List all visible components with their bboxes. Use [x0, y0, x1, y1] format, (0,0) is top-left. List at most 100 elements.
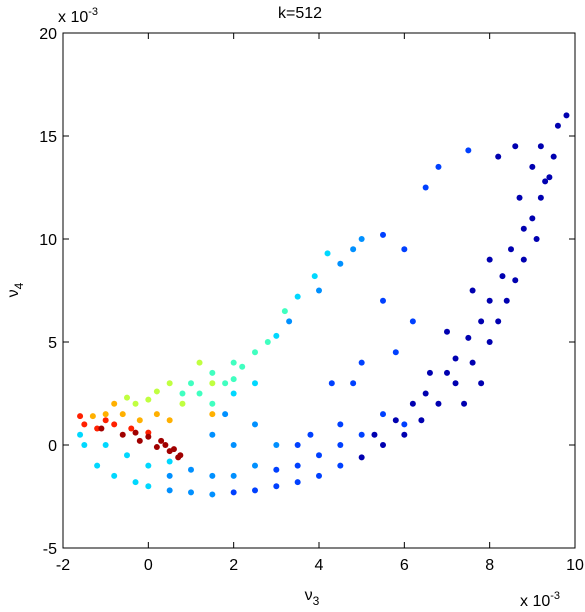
- x-tick-label: 0: [144, 557, 153, 574]
- scatter-point: [469, 359, 476, 366]
- scatter-point: [294, 442, 301, 448]
- scatter-point: [111, 472, 118, 479]
- scatter-point: [465, 147, 472, 154]
- scatter-point: [252, 421, 258, 428]
- scatter-point: [166, 472, 173, 479]
- scatter-point: [469, 287, 476, 294]
- scatter-point: [380, 411, 386, 418]
- scatter-point: [132, 400, 139, 407]
- scatter-point: [499, 273, 506, 280]
- scatter-point: [422, 184, 429, 191]
- scatter-point: [188, 489, 194, 496]
- multiplier-exponent: -3: [550, 590, 560, 602]
- scatter-point: [546, 174, 553, 181]
- scatter-point: [422, 390, 429, 397]
- scatter-point: [111, 421, 118, 428]
- scatter-point: [230, 390, 237, 397]
- scatter-point: [371, 431, 378, 438]
- scatter-point: [230, 359, 237, 366]
- scatter-point: [166, 417, 173, 424]
- scatter-point: [158, 437, 165, 444]
- y-tick-label: 5: [48, 335, 57, 352]
- scatter-point: [89, 413, 96, 420]
- scatter-point: [209, 472, 216, 479]
- scatter-point: [209, 369, 216, 376]
- scatter-point: [316, 452, 322, 459]
- y-tick-label: 10: [39, 232, 57, 249]
- scatter-point: [503, 297, 510, 304]
- scatter-point: [209, 411, 216, 418]
- scatter-point: [478, 318, 485, 325]
- scatter-point: [102, 417, 109, 424]
- scatter-point: [252, 380, 258, 387]
- scatter-point: [401, 246, 408, 253]
- scatter-point: [230, 472, 237, 479]
- scatter-point: [452, 380, 459, 387]
- scatter-point: [145, 462, 152, 469]
- axis-multiplier: x 10-3: [58, 6, 98, 26]
- scatter-point: [520, 225, 527, 232]
- scatter-point: [230, 442, 237, 448]
- scatter-point: [264, 339, 271, 345]
- scatter-point: [145, 433, 152, 440]
- scatter-point: [550, 153, 557, 160]
- scatter-point: [316, 287, 322, 294]
- scatter-point: [401, 431, 408, 438]
- scatter-point: [358, 431, 365, 438]
- scatter-point: [252, 487, 258, 494]
- scatter-point: [136, 417, 143, 424]
- y-tick-label: 15: [39, 129, 57, 146]
- scatter-point: [209, 380, 216, 387]
- scatter-point: [465, 334, 472, 341]
- scatter-point: [145, 429, 152, 436]
- scatter-point: [495, 318, 502, 325]
- scatter-point: [452, 355, 459, 362]
- scatter-point: [554, 122, 561, 129]
- x-tick-label: 4: [315, 557, 324, 574]
- x-axis-label: ν3: [305, 587, 320, 608]
- scatter-point: [252, 462, 258, 469]
- y-tick-label: 0: [48, 438, 57, 455]
- axis-multiplier: x 10-3: [520, 590, 560, 610]
- scatter-point: [529, 215, 536, 222]
- scatter-point: [435, 163, 442, 170]
- scatter-point: [239, 363, 246, 370]
- scatter-point: [294, 293, 301, 300]
- scatter-point: [286, 318, 293, 325]
- scatter-point: [252, 349, 258, 356]
- scatter-point: [196, 359, 203, 366]
- label-sub: 3: [313, 594, 320, 608]
- scatter-point: [337, 260, 344, 267]
- scatter-point: [512, 143, 519, 150]
- x-tick-label: 8: [485, 557, 494, 574]
- scatter-point: [132, 429, 139, 436]
- scatter-point: [94, 462, 101, 469]
- scatter-point: [358, 454, 365, 461]
- scatter-point: [350, 380, 357, 387]
- scatter-point: [94, 425, 101, 432]
- scatter-point: [209, 431, 216, 438]
- chart-title: k=512: [278, 5, 322, 22]
- scatter-point: [486, 297, 493, 304]
- scatter-point: [563, 112, 570, 119]
- multiplier-base: x 10: [520, 593, 550, 610]
- scatter-point: [179, 400, 186, 407]
- scatter-point: [179, 390, 186, 397]
- scatter-point: [401, 421, 408, 428]
- scatter-point: [188, 380, 194, 387]
- scatter-point: [81, 421, 88, 428]
- scatter-point: [128, 425, 135, 432]
- scatter-point: [81, 442, 88, 448]
- scatter-point: [77, 431, 84, 438]
- scatter-point: [444, 328, 450, 335]
- scatter-point: [124, 394, 130, 401]
- scatter-point: [196, 390, 203, 397]
- scatter-point: [426, 369, 433, 376]
- scatter-point: [230, 489, 237, 496]
- scatter-point: [281, 308, 288, 315]
- scatter-point: [516, 194, 523, 201]
- scatter-point: [337, 442, 344, 448]
- scatter-point: [533, 236, 540, 242]
